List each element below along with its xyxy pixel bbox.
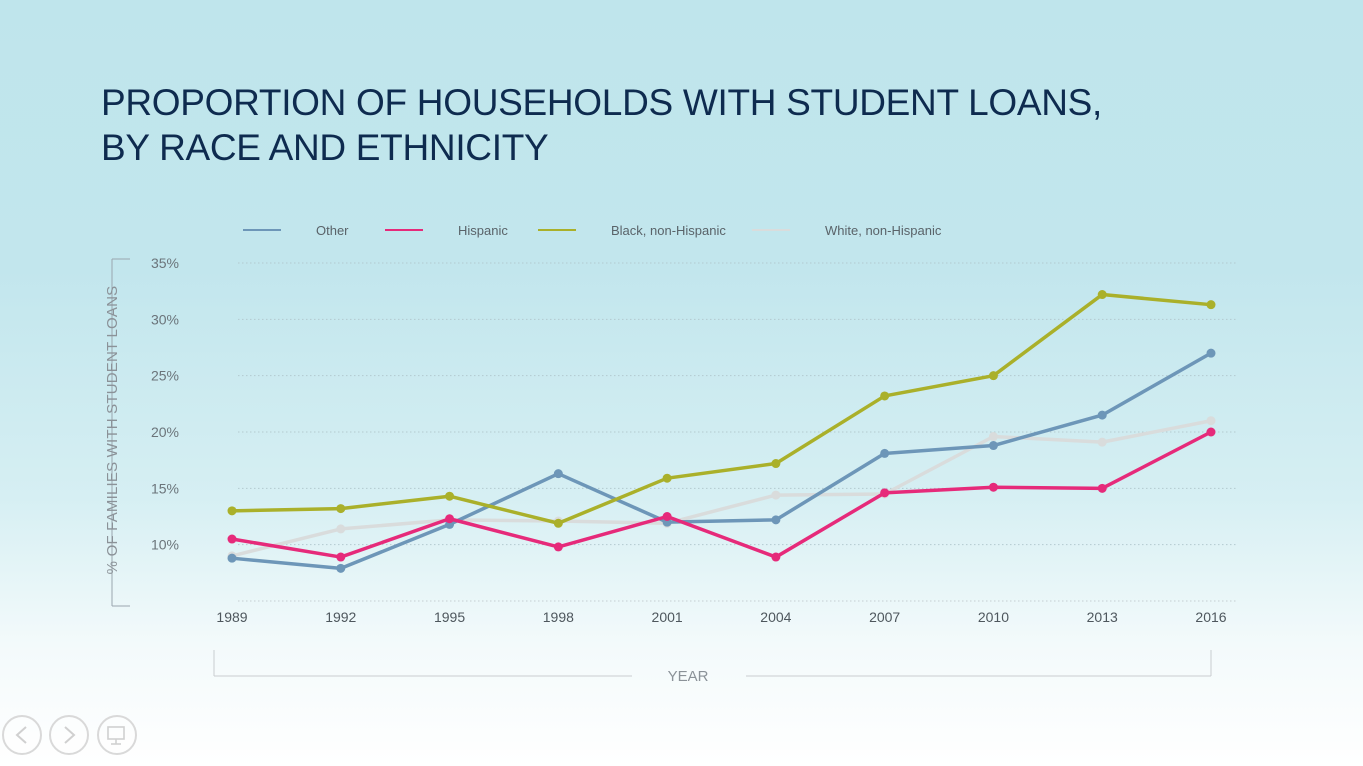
y-axis-label: % OF FAMILIES WITH STUDENT LOANS bbox=[104, 286, 121, 575]
data-point bbox=[1097, 437, 1107, 447]
data-point bbox=[336, 563, 346, 573]
data-point bbox=[771, 515, 781, 525]
chart-series bbox=[227, 290, 1216, 573]
data-point bbox=[1206, 416, 1216, 426]
series-line bbox=[230, 351, 1213, 571]
data-point bbox=[880, 391, 890, 401]
slide-menu-icon bbox=[107, 726, 125, 745]
data-point bbox=[988, 432, 998, 442]
x-tick-label: 2010 bbox=[978, 609, 1009, 625]
legend-label: Black, non-Hispanic bbox=[611, 223, 726, 238]
data-point bbox=[1206, 427, 1216, 437]
data-point bbox=[553, 542, 563, 552]
next-slide-button[interactable] bbox=[49, 715, 89, 755]
y-tick-label: 20% bbox=[151, 424, 179, 440]
series-line bbox=[230, 418, 1213, 558]
series-black-non-hispanic bbox=[227, 290, 1216, 528]
y-axis-bracket bbox=[111, 258, 130, 607]
data-point bbox=[1097, 290, 1107, 300]
data-point bbox=[227, 534, 237, 544]
data-point bbox=[227, 553, 237, 563]
title-line-2: BY RACE AND ETHNICITY bbox=[101, 127, 549, 168]
data-point bbox=[1097, 410, 1107, 420]
x-axis-label: YEAR bbox=[668, 668, 709, 685]
data-point bbox=[336, 504, 346, 514]
data-point bbox=[662, 473, 672, 483]
prev-arrow-icon bbox=[15, 726, 27, 744]
next-arrow-icon bbox=[64, 726, 76, 744]
prev-slide-button[interactable] bbox=[2, 715, 42, 755]
data-point bbox=[988, 371, 998, 381]
x-tick-label: 2016 bbox=[1195, 609, 1226, 625]
series-line bbox=[230, 430, 1213, 559]
series-other bbox=[227, 348, 1216, 573]
slide-navigation bbox=[0, 713, 150, 761]
y-axis-ticks: 35% 30% 25% 20% 15% 10% bbox=[151, 255, 179, 553]
data-point bbox=[445, 491, 455, 501]
x-tick-label: 1998 bbox=[543, 609, 574, 625]
chart-legend: Other Hispanic Black, non-Hispanic White, n… bbox=[243, 223, 942, 238]
series-line bbox=[230, 292, 1213, 526]
slide-title: PROPORTION OF HOUSEHOLDS WITH STUDENT LO… bbox=[101, 80, 1201, 170]
x-tick-label: 2013 bbox=[1087, 609, 1118, 625]
data-point bbox=[771, 490, 781, 500]
x-tick-label: 2001 bbox=[652, 609, 683, 625]
data-point bbox=[553, 469, 563, 479]
x-axis-bracket bbox=[213, 650, 1212, 677]
y-tick-label: 10% bbox=[151, 537, 179, 553]
data-point bbox=[445, 514, 455, 524]
data-point bbox=[1206, 348, 1216, 358]
slide-menu-button[interactable] bbox=[97, 715, 137, 755]
data-point bbox=[662, 512, 672, 521]
data-point bbox=[1206, 300, 1216, 310]
data-point bbox=[336, 524, 346, 534]
data-point bbox=[1097, 483, 1107, 493]
series-hispanic bbox=[227, 427, 1216, 562]
data-point bbox=[336, 552, 346, 562]
x-tick-label: 1992 bbox=[325, 609, 356, 625]
x-tick-label: 1995 bbox=[434, 609, 465, 625]
y-tick-label: 30% bbox=[151, 311, 179, 327]
data-point bbox=[988, 441, 998, 451]
legend-label: Hispanic bbox=[458, 223, 508, 238]
data-point bbox=[553, 518, 563, 528]
data-point bbox=[880, 488, 890, 498]
data-point bbox=[988, 482, 998, 492]
data-point bbox=[771, 459, 781, 469]
x-tick-label: 2004 bbox=[760, 609, 791, 625]
x-axis-ticks: 1989 1992 1995 1998 2001 2004 2007 2010 2013 2016 bbox=[216, 609, 1226, 625]
data-point bbox=[227, 506, 237, 516]
data-point bbox=[880, 448, 890, 458]
legend-label: Other bbox=[316, 223, 349, 238]
y-tick-label: 25% bbox=[151, 368, 179, 384]
title-line-1: PROPORTION OF HOUSEHOLDS WITH STUDENT LO… bbox=[101, 82, 1102, 123]
y-tick-label: 35% bbox=[151, 255, 179, 271]
x-tick-label: 2007 bbox=[869, 609, 900, 625]
legend-label: White, non-Hispanic bbox=[825, 223, 942, 238]
y-tick-label: 15% bbox=[151, 480, 179, 496]
data-point bbox=[771, 552, 781, 562]
x-tick-label: 1989 bbox=[216, 609, 247, 625]
